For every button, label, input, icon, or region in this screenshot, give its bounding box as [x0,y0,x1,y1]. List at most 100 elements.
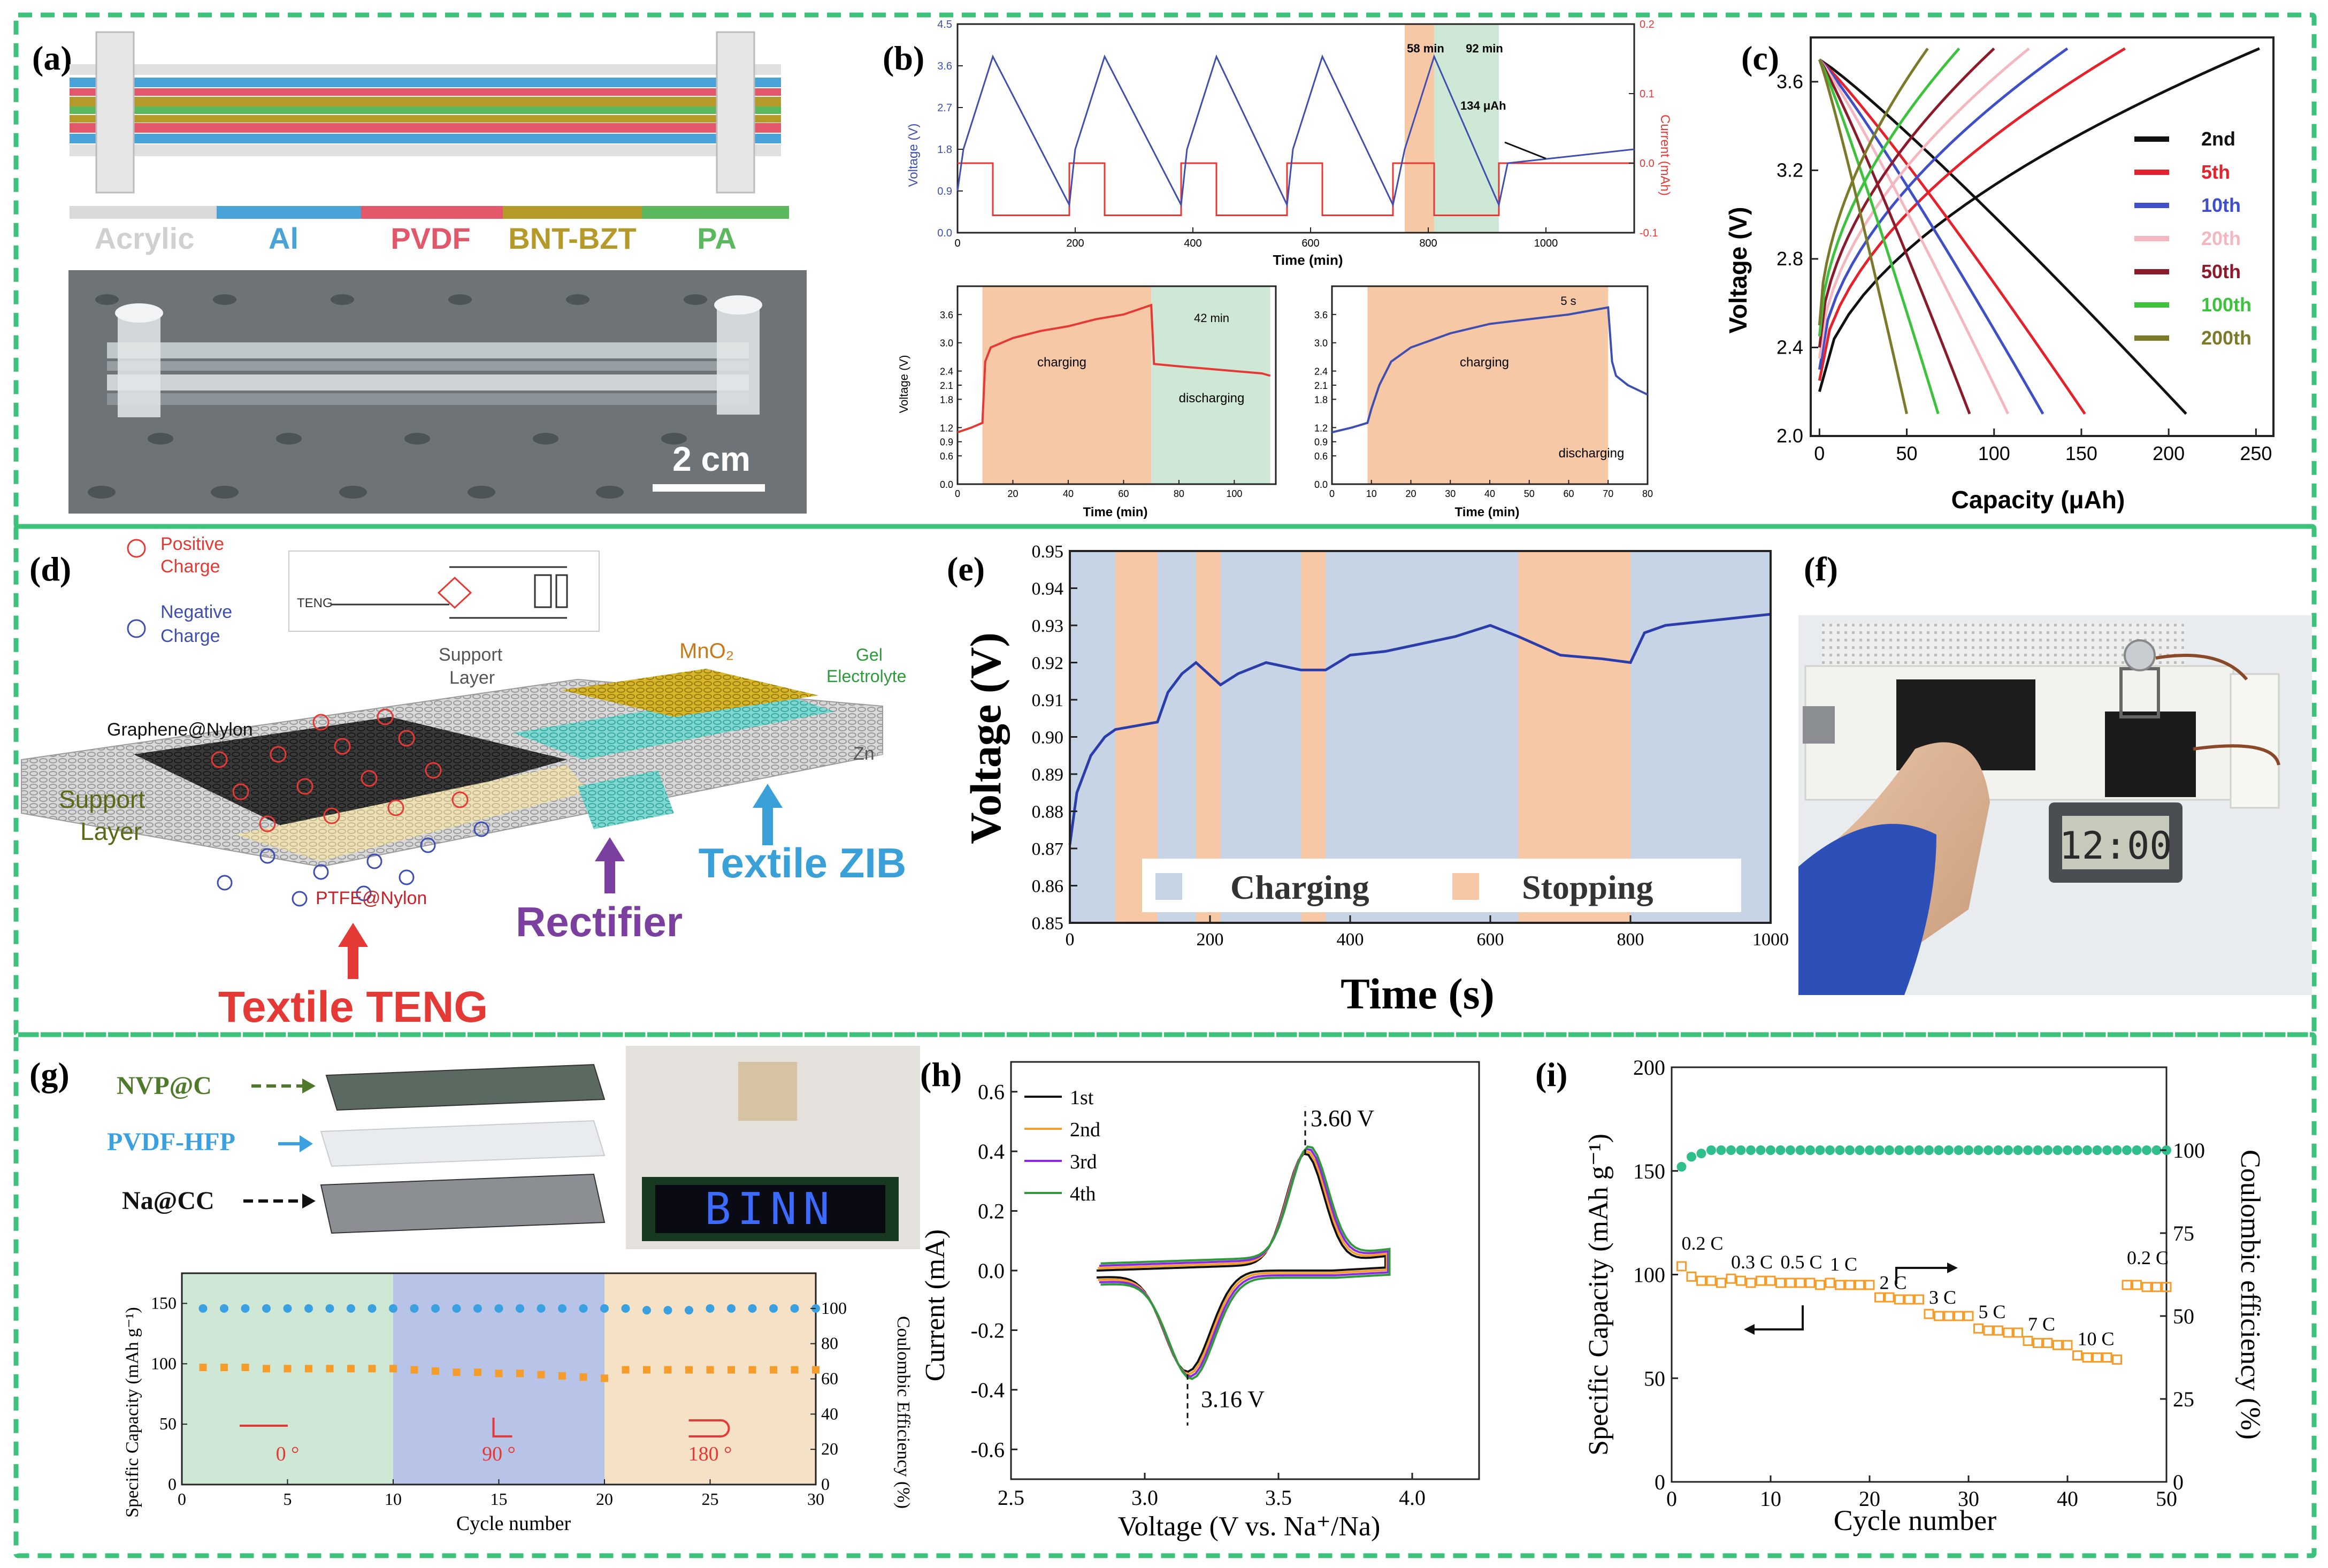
layer-label-bnt-bzt: BNT-BZT [508,221,637,255]
efficiency-axis-arrow [1895,1267,1947,1284]
series-charge-20th [1818,47,2030,359]
rate-label: 7 C [2028,1313,2055,1335]
capacity-point [326,1365,334,1373]
panel-g: (g) NVP@C PVDF-HFP Na@CC BINN 0 5 10 15 20 25… [29,1046,920,1535]
efficiency-point [1924,1145,1934,1155]
xtick-label: 0 [1329,488,1335,499]
ytick-label: 200 [1633,1055,1665,1080]
b-br-charging: charging [1460,355,1509,370]
efficiency-point [2082,1145,2092,1155]
capacity-point [1844,1280,1855,1290]
scale-bar-label: 2 cm [672,440,751,478]
efficiency-point [2102,1145,2112,1155]
series-discharge-200th [1818,59,1908,415]
ytick-label: 2.8 [1776,248,1803,270]
y2tick-label: 80 [821,1334,838,1353]
arrows-d [338,784,783,979]
efficiency-point [1687,1152,1696,1162]
xtick-label: 40 [1484,488,1495,499]
legend-label: 2nd [2201,128,2235,150]
series-cycle-4 [1100,1145,1391,1380]
positive-charge-icon [127,539,146,558]
ytick-label: 2.1 [1314,380,1328,391]
xtick-label: 200 [1066,238,1084,249]
capacity-point [2003,1327,2013,1338]
xtick-label: 10 [385,1489,402,1509]
panel-e-label: (e) [947,550,985,588]
rate-label: 1 C [1830,1253,1857,1275]
e-xlabel: Time (s) [1341,969,1495,1018]
capacity-point [1855,1280,1865,1290]
capacity-point [347,1365,355,1373]
e-ylabel: Voltage (V) [961,632,1010,844]
ytick-label: 0.93 [1032,616,1064,636]
capacity-point [1973,1323,1984,1334]
chart-b-bottom-right: 0.0 0.6 0.9 1.2 1.8 2.1 2.4 3.0 3.6 0 10 20 30 40 50 60… [1314,285,1653,499]
capacity-point [1825,1278,1835,1288]
ytick-label: 0.0 [1314,479,1328,490]
efficiency-point [706,1304,715,1313]
series-discharge-10th [1818,58,2044,415]
efficiency-point [1914,1145,1924,1155]
series-cycle-2 [1098,1150,1388,1375]
y2tick-label: 100 [821,1298,847,1318]
efficiency-point [1706,1145,1716,1155]
capacity-point [2072,1350,2082,1361]
h-ann-peak: 3.60 V [1311,1105,1374,1131]
efficiency-point [1746,1145,1756,1155]
efficiency-point [389,1304,397,1313]
efficiency-point [790,1304,799,1313]
series-current [958,162,1634,216]
efficiency-point [2142,1145,2151,1155]
xtick-label: 1000 [1534,238,1558,249]
ytick-label: 0.94 [1032,579,1064,599]
g-led-text: BINN [704,1184,836,1235]
capacity-point [1963,1311,1974,1321]
efficiency-point [1775,1145,1786,1155]
charging-region [1367,286,1609,484]
ytick-label: 0.2 [978,1199,1005,1223]
b-top-ylabel: Voltage (V) [906,124,921,187]
xtick-label: 20 [1405,488,1416,499]
rectifier-label: Rectifier [516,898,683,945]
xtick-label: 100 [1226,488,1242,499]
capacity-point [2151,1282,2162,1292]
rate-label: 2 C [1880,1272,1907,1294]
g-photo: BINN [626,1046,920,1249]
xtick-label: 40 [2057,1487,2078,1511]
capacity-point [2102,1352,2112,1363]
teng-small-label: TENG [297,596,333,610]
series-discharge-5th [1818,58,2086,415]
h-ann-valley: 3.16 V [1201,1386,1265,1412]
capacity-point [2013,1327,2023,1338]
e-legend-stopping: Stopping [1522,868,1653,906]
capacity-point [2141,1282,2152,1292]
y2tick-label: 50 [2173,1304,2194,1328]
xtick-label: 1000 [1752,930,1789,950]
efficiency-point [1885,1145,1894,1155]
efficiency-point [1855,1145,1865,1155]
capacity-point [1894,1294,1904,1305]
efficiency-point [1944,1145,1954,1155]
capacity-point [1864,1280,1875,1290]
ytick-label: 0.9 [1314,437,1328,448]
efficiency-point [663,1306,672,1315]
ytick-label: -0.4 [971,1378,1005,1402]
capacity-point [770,1366,777,1374]
ytick-label: 1.8 [937,144,952,156]
efficiency-point [1973,1145,1984,1155]
legend-label: 3rd [1070,1151,1097,1173]
y2tick-label: 0.0 [1640,158,1655,170]
efficiency-point [1756,1145,1766,1155]
g-ylabel: Specific Capacity (mAh g⁻¹) [122,1307,142,1518]
ytick-label: 3.2 [1776,159,1803,181]
xtick-label: 150 [2065,442,2097,464]
capacity-point [558,1372,566,1380]
capacity-point [241,1364,249,1372]
efficiency-point [2122,1145,2132,1155]
capacity-point [812,1366,820,1374]
series-voltage [1331,306,1648,434]
c-xlabel: Capacity (μAh) [1951,486,2125,514]
